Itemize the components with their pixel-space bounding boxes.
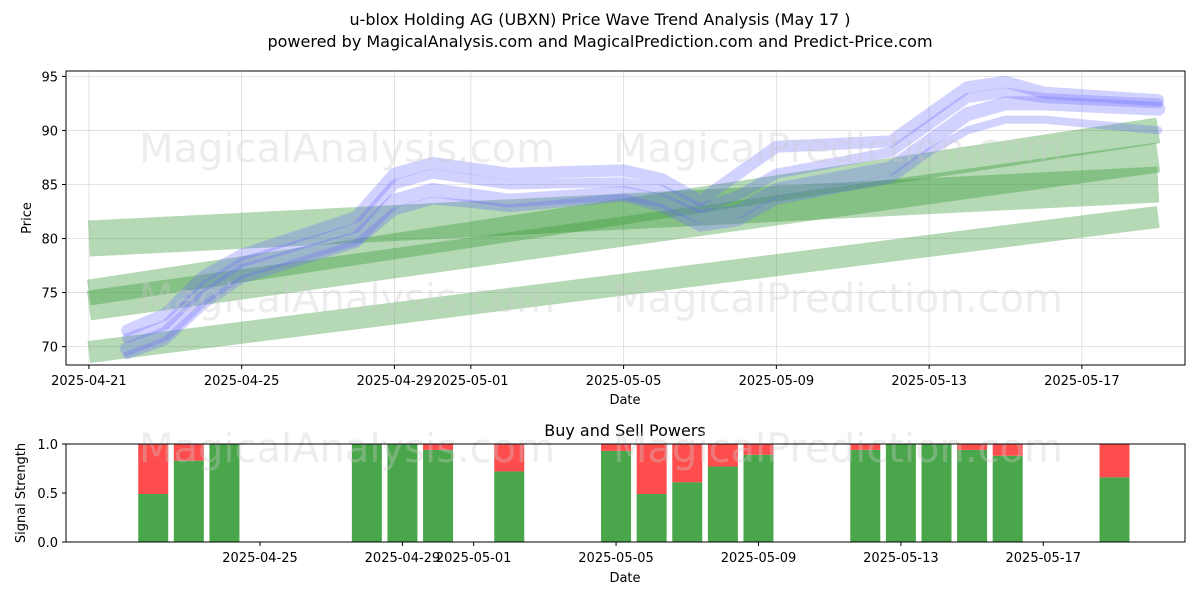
price-wave-line xyxy=(123,115,1163,360)
buy-bar xyxy=(921,444,952,542)
sell-bar xyxy=(173,444,204,461)
watermark-bottom-right: MagicalPrediction.com xyxy=(613,426,1063,472)
buy-sell-x-axis-label: Date xyxy=(609,571,640,586)
price-x-tick-label: 2025-05-05 xyxy=(586,374,662,389)
buy-sell-y-tick-label: 1.0 xyxy=(37,438,58,453)
buy-sell-x-tick-label: 2025-04-29 xyxy=(365,551,441,566)
chart-title: u-blox Holding AG (UBXN) Price Wave Tren… xyxy=(349,10,850,29)
buy-sell-y-ticks: 0.0 0.5 1.0 xyxy=(37,438,66,551)
watermark-bottom-left: MagicalAnalysis.com xyxy=(139,426,555,472)
price-y-axis-label: Price xyxy=(20,202,35,234)
buy-bar xyxy=(209,444,240,542)
price-grid xyxy=(66,71,1185,365)
price-wave-line xyxy=(120,96,1166,356)
sell-bar xyxy=(494,444,525,472)
price-wave-line xyxy=(122,87,1164,343)
watermark-top-left: MagicalAnalysis.com xyxy=(139,126,555,172)
buy-sell-plot: Buy and Sell Powers MagicalAnalysis.com … xyxy=(14,421,1186,586)
buy-bar xyxy=(138,493,169,542)
watermark-mid-left: MagicalAnalysis.com xyxy=(139,276,555,322)
price-x-ticks: 2025-04-21 2025-04-25 2025-04-29 2025-05-01… xyxy=(51,365,1120,389)
buy-sell-x-tick-label: 2025-05-09 xyxy=(721,551,797,566)
buy-sell-y-axis-label: Signal Strength xyxy=(14,443,29,543)
sell-bar xyxy=(992,444,1023,456)
sell-bar xyxy=(636,444,667,494)
price-x-tick-label: 2025-04-25 xyxy=(204,374,280,389)
watermark-mid-right: MagicalPrediction.com xyxy=(613,276,1063,322)
price-x-tick-label: 2025-05-17 xyxy=(1044,374,1120,389)
price-y-tick-label: 85 xyxy=(41,178,58,193)
watermark-top-right: MagicalPrediction.com xyxy=(613,126,1063,172)
sell-bar xyxy=(601,444,632,451)
trend-band xyxy=(87,206,1160,363)
trend-band xyxy=(88,166,1160,257)
buy-bar xyxy=(351,444,382,542)
buy-bar xyxy=(885,444,916,542)
buy-bar xyxy=(957,449,988,542)
price-x-axis-label: Date xyxy=(609,393,640,408)
price-x-tick-label: 2025-05-09 xyxy=(739,374,815,389)
buy-sell-x-tick-label: 2025-05-05 xyxy=(578,551,654,566)
price-y-tick-label: 75 xyxy=(41,287,58,302)
buy-sell-x-tick-label: 2025-05-13 xyxy=(863,551,939,566)
price-x-tick-label: 2025-04-29 xyxy=(357,374,433,389)
price-x-tick-label: 2025-05-13 xyxy=(891,374,967,389)
buy-sell-x-tick-label: 2025-04-25 xyxy=(222,551,298,566)
buy-bar xyxy=(743,454,774,542)
buy-bar xyxy=(173,460,204,542)
trend-bands xyxy=(86,117,1161,363)
buy-sell-x-tick-label: 2025-05-17 xyxy=(1006,551,1082,566)
buy-bar xyxy=(1099,477,1130,542)
buy-bar xyxy=(850,449,881,542)
sell-bar xyxy=(957,444,988,450)
buy-bar xyxy=(992,455,1023,542)
price-wave-plot: MagicalAnalysis.com MagicalPrediction.co… xyxy=(20,70,1186,408)
trend-band xyxy=(86,142,1161,321)
sell-bar xyxy=(743,444,774,455)
buy-sell-y-tick-label: 0.0 xyxy=(37,536,58,551)
buy-sell-x-tick-label: 2025-05-01 xyxy=(436,551,512,566)
buy-bar xyxy=(707,466,738,542)
price-y-tick-label: 95 xyxy=(41,70,58,85)
chart-subtitle: powered by MagicalAnalysis.com and Magic… xyxy=(267,32,932,51)
buy-sell-y-tick-label: 0.5 xyxy=(37,487,58,502)
sell-bar xyxy=(707,444,738,467)
buy-bar xyxy=(601,450,632,542)
sell-bar xyxy=(138,444,169,494)
sell-bar xyxy=(672,444,703,483)
buy-sell-bars xyxy=(138,444,1130,542)
buy-bar xyxy=(672,482,703,542)
buy-bar xyxy=(423,449,454,542)
price-x-tick-label: 2025-05-01 xyxy=(433,374,509,389)
buy-bar xyxy=(636,493,667,542)
buy-bar xyxy=(494,471,525,542)
buy-bar xyxy=(387,444,418,542)
sell-bar xyxy=(850,444,881,450)
price-plot-frame xyxy=(65,70,1186,366)
price-y-tick-label: 80 xyxy=(41,233,58,248)
price-y-tick-label: 90 xyxy=(41,124,58,139)
sell-bar xyxy=(423,444,454,450)
trend-band xyxy=(86,117,1161,306)
price-y-ticks: 70 75 80 85 90 95 xyxy=(41,70,66,356)
price-x-tick-label: 2025-04-21 xyxy=(51,374,127,389)
price-y-tick-label: 70 xyxy=(41,341,58,356)
price-wave-line xyxy=(121,75,1165,337)
sell-bar xyxy=(1099,444,1130,478)
price-waves xyxy=(120,75,1166,360)
buy-sell-title: Buy and Sell Powers xyxy=(544,421,706,440)
